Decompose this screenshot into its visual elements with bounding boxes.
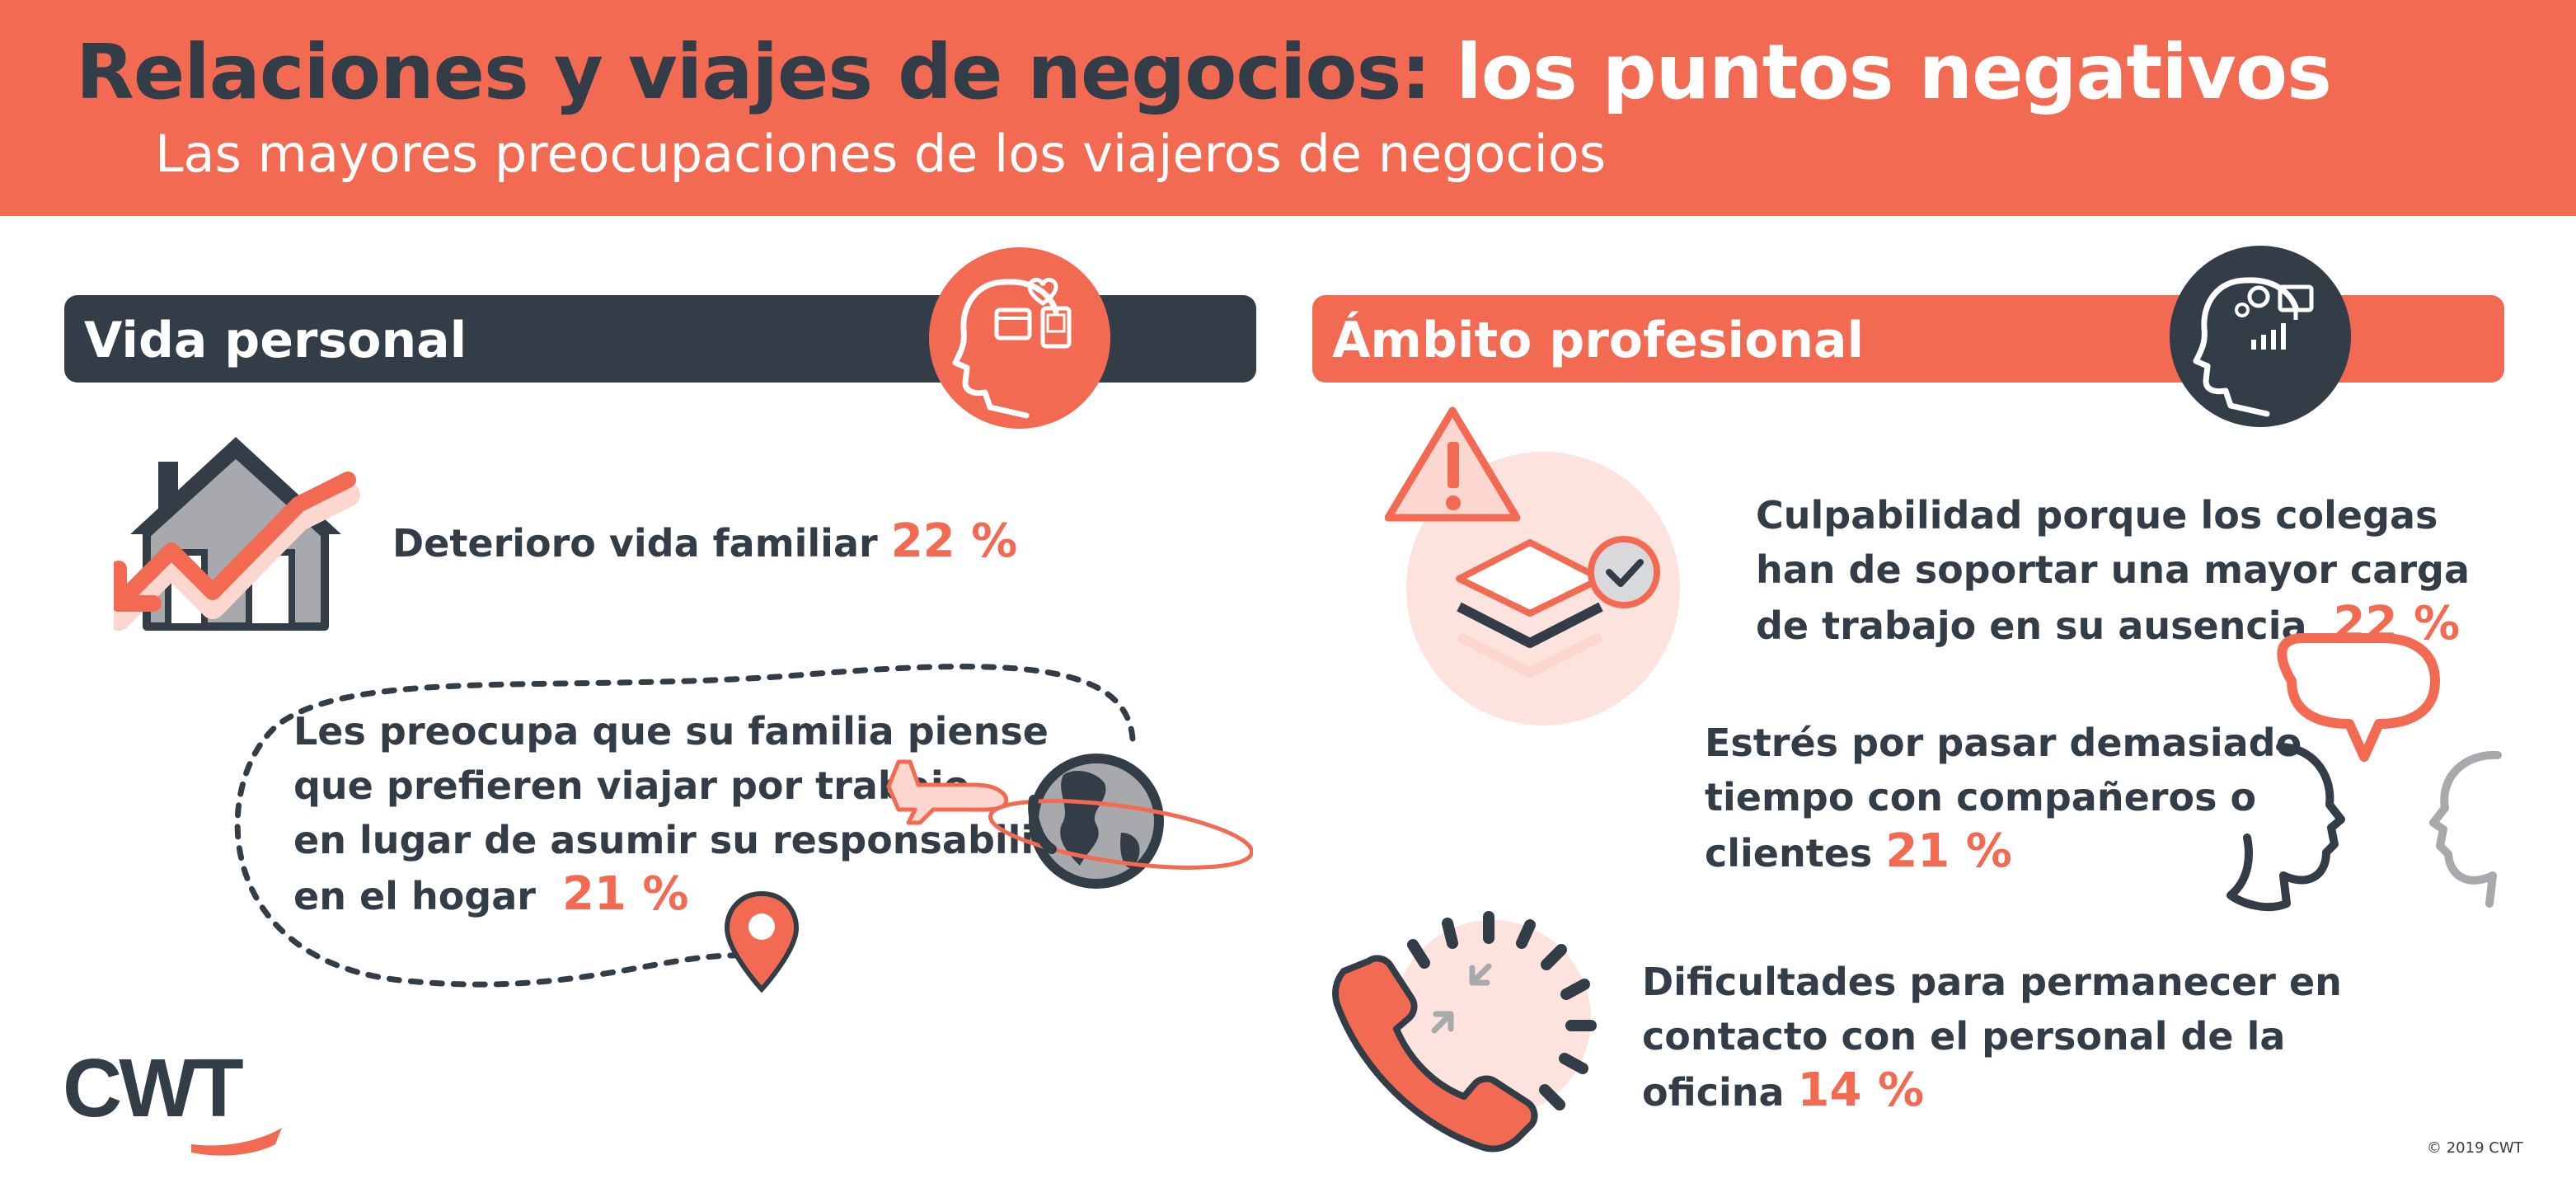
guilt-line-3: de trabajo en su ausencia xyxy=(1756,603,2307,648)
guilt-colleagues-stat: Culpabilidad porque los colegas han de s… xyxy=(1756,488,2470,653)
globe-orbit-icon xyxy=(988,754,1253,889)
family-preference-line-4: en el hogar xyxy=(293,874,536,918)
title-light-part: los puntos negativos xyxy=(1456,28,2332,116)
header-banner: Relaciones y viajes de negocios: los pun… xyxy=(0,0,2576,216)
section-heading-personal: Vida personal xyxy=(84,312,467,369)
stress-line-3: clientes xyxy=(1705,831,1873,876)
stress-pct: 21 % xyxy=(1885,824,2012,878)
stress-colleagues-stat: Estrés por pasar demasiado tiempo con co… xyxy=(1705,716,2302,880)
svg-text:CWT: CWT xyxy=(63,1045,244,1134)
contact-line-2: contacto con el personal de la xyxy=(1642,1014,2286,1059)
page-title: Relaciones y viajes de negocios: los pun… xyxy=(76,28,2332,116)
family-preference-pct: 21 % xyxy=(561,867,689,921)
copyright-notice: © 2019 CWT xyxy=(2427,1139,2523,1157)
office-contact-stat: Dificultades para permanecer en contacto… xyxy=(1642,955,2342,1120)
contact-pct: 14 % xyxy=(1797,1063,1925,1117)
family-preference-line-2: que prefieren viajar por trabajo xyxy=(293,763,970,808)
title-dark-part: Relaciones y viajes de negocios: xyxy=(76,28,1431,116)
family-preference-stat: Les preocupa que su familia piense que p… xyxy=(293,704,1114,923)
airplane-icon xyxy=(886,759,1009,825)
warning-layers-icon xyxy=(1385,406,1680,725)
map-pin-icon xyxy=(724,890,800,993)
head-work-icon xyxy=(2170,246,2351,427)
conversation-faces-icon xyxy=(2226,633,2502,912)
family-deterioration-stat: Deterioro vida familiar 22 % xyxy=(392,514,1017,570)
family-preference-line-3: en lugar de asumir su responsabilidad xyxy=(293,818,1114,862)
phone-disconnect-icon xyxy=(1332,911,1597,1153)
stress-line-1: Estrés por pasar demasiado xyxy=(1705,721,2302,765)
family-preference-line-1: Les preocupa que su familia piense xyxy=(293,709,1049,754)
dotted-flight-path xyxy=(234,664,1136,988)
head-heart-icon xyxy=(929,247,1110,429)
cwt-logo: CWT xyxy=(63,1045,282,1156)
contact-line-1: Dificultades para permanecer en xyxy=(1642,960,2342,1004)
page-subtitle: Las mayores preocupaciones de los viajer… xyxy=(155,124,1607,184)
contact-line-3: oficina xyxy=(1642,1070,1785,1115)
family-deterioration-pct: 22 % xyxy=(890,514,1018,568)
family-deterioration-text: Deterioro vida familiar xyxy=(392,521,878,566)
house-decline-icon xyxy=(114,437,360,631)
stress-line-2: tiempo con compañeros o xyxy=(1705,775,2257,819)
guilt-line-1: Culpabilidad porque los colegas xyxy=(1756,493,2438,538)
section-heading-professional: Ámbito profesional xyxy=(1332,312,1865,369)
guilt-line-2: han de soportar una mayor carga xyxy=(1756,547,2470,592)
